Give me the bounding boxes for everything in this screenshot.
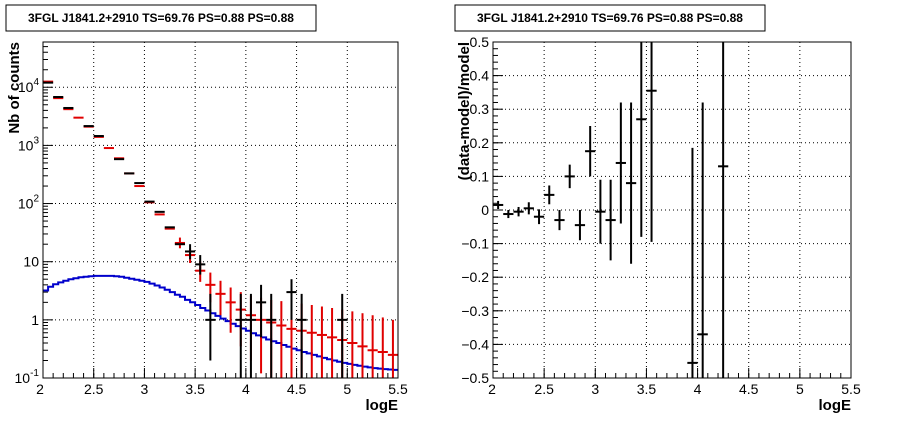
residual-x-tick-label: 2.5 bbox=[534, 381, 554, 397]
residual-ticks: 2 2.5 3 3.5 4 4.5 5 5.5 −0.5 −0.4 −0.3 −0.2 −0.1 0 0.1… bbox=[461, 34, 861, 397]
residual-title: 3FGL J1841.2+2910 TS=69.76 PS=0.88 PS=0.… bbox=[477, 11, 743, 25]
background-model-step-line bbox=[43, 274, 398, 371]
counts-y-tick-label: 10 bbox=[23, 254, 39, 270]
counts-ticks: 2 2.5 3 3.5 4 4.5 5 5.5 10-1 1 10 102 103 104 bbox=[15, 46, 408, 397]
counts-title-box bbox=[5, 4, 317, 32]
counts-panel: 3FGL J1841.2+2910 TS=69.76 PS=0.88 PS=0.… bbox=[5, 4, 408, 414]
residual-y-tick-label: 0.4 bbox=[470, 68, 490, 84]
residual-y-tick-label: −0.3 bbox=[461, 303, 489, 319]
residual-x-tick-label: 5.5 bbox=[841, 381, 861, 397]
counts-y-tick-label: 104 bbox=[18, 77, 40, 95]
residual-y-tick-label: 0 bbox=[481, 202, 489, 218]
residual-points bbox=[493, 42, 729, 378]
residual-x-tick-label: 3.5 bbox=[637, 381, 657, 397]
counts-x-tick-label: 4 bbox=[242, 381, 250, 397]
counts-y-tick-label: 103 bbox=[18, 135, 40, 153]
residual-y-tick-label: −0.4 bbox=[461, 336, 489, 352]
residual-y-tick-label: −0.2 bbox=[461, 269, 489, 285]
counts-x-tick-label: 5.5 bbox=[388, 381, 408, 397]
counts-x-axis-label: logE bbox=[366, 397, 399, 414]
counts-plot-frame bbox=[42, 41, 399, 379]
residual-x-axis-label: logE bbox=[819, 397, 852, 414]
residual-title-box bbox=[454, 4, 766, 32]
counts-title: 3FGL J1841.2+2910 TS=69.76 PS=0.88 PS=0.… bbox=[28, 11, 294, 25]
counts-model-points bbox=[43, 80, 398, 378]
residual-x-tick-label: 4.5 bbox=[739, 381, 759, 397]
residual-y-tick-label: 0.2 bbox=[470, 135, 490, 151]
residual-panel: 3FGL J1841.2+2910 TS=69.76 PS=0.88 PS=0.… bbox=[454, 4, 861, 414]
counts-grid bbox=[43, 42, 398, 378]
counts-y-tick-label: 1 bbox=[31, 312, 39, 328]
counts-background-histogram bbox=[43, 274, 398, 371]
residual-x-tick-label: 2 bbox=[488, 381, 496, 397]
counts-x-tick-label: 4.5 bbox=[287, 381, 307, 397]
counts-y-tick-label: 102 bbox=[18, 194, 40, 212]
residual-x-tick-label: 3 bbox=[591, 381, 599, 397]
residual-x-tick-label: 4 bbox=[694, 381, 702, 397]
residual-grid bbox=[493, 42, 851, 378]
counts-data-points bbox=[43, 81, 348, 378]
residual-y-axis-label: (data-model)/model bbox=[456, 42, 473, 180]
counts-y-tick-label: 10-1 bbox=[15, 368, 40, 386]
residual-y-tick-label: −0.1 bbox=[461, 236, 489, 252]
counts-x-tick-label: 2.5 bbox=[84, 381, 104, 397]
counts-x-tick-label: 5 bbox=[343, 381, 351, 397]
counts-x-tick-label: 3 bbox=[141, 381, 149, 397]
residual-y-tick-label: 0.5 bbox=[470, 34, 490, 50]
counts-x-tick-label: 3.5 bbox=[185, 381, 205, 397]
counts-x-tick-label: 2 bbox=[36, 381, 44, 397]
residual-y-tick-label: −0.5 bbox=[461, 370, 489, 386]
residual-y-tick-label: 0.3 bbox=[470, 101, 490, 117]
residual-y-tick-label: 0.1 bbox=[470, 168, 490, 184]
residual-x-tick-label: 5 bbox=[796, 381, 804, 397]
counts-y-axis-label: Nb of counts bbox=[6, 42, 23, 134]
